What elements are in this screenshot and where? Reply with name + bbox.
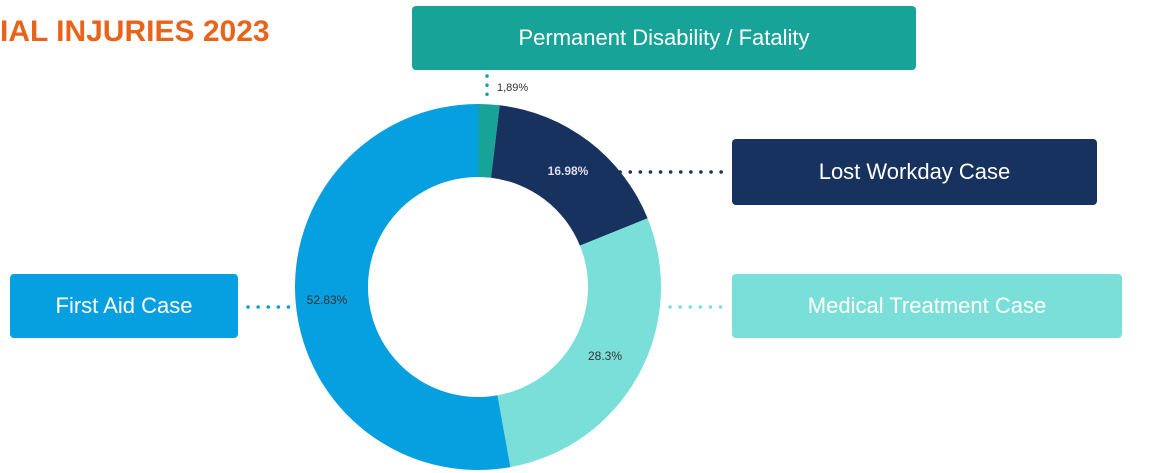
donut-segment	[294, 104, 511, 471]
value-label: 28.3%	[588, 349, 622, 363]
legend-box	[10, 274, 238, 338]
legend-label: First Aid Case	[56, 293, 193, 318]
value-label: 1,89%	[497, 82, 528, 94]
legend-box	[412, 6, 916, 70]
legend-label: Lost Workday Case	[819, 159, 1011, 184]
value-label: 52.83%	[307, 293, 348, 307]
chart-title: IAL INJURIES 2023	[0, 15, 270, 48]
value-label: 16.98%	[548, 164, 589, 178]
legend-box	[732, 274, 1122, 338]
legend-box	[732, 139, 1097, 205]
legend-label: Permanent Disability / Fatality	[519, 25, 810, 50]
donut-segment	[497, 218, 661, 468]
donut-segment	[491, 105, 648, 246]
donut-segment	[478, 104, 500, 178]
legend-label: Medical Treatment Case	[808, 293, 1046, 318]
